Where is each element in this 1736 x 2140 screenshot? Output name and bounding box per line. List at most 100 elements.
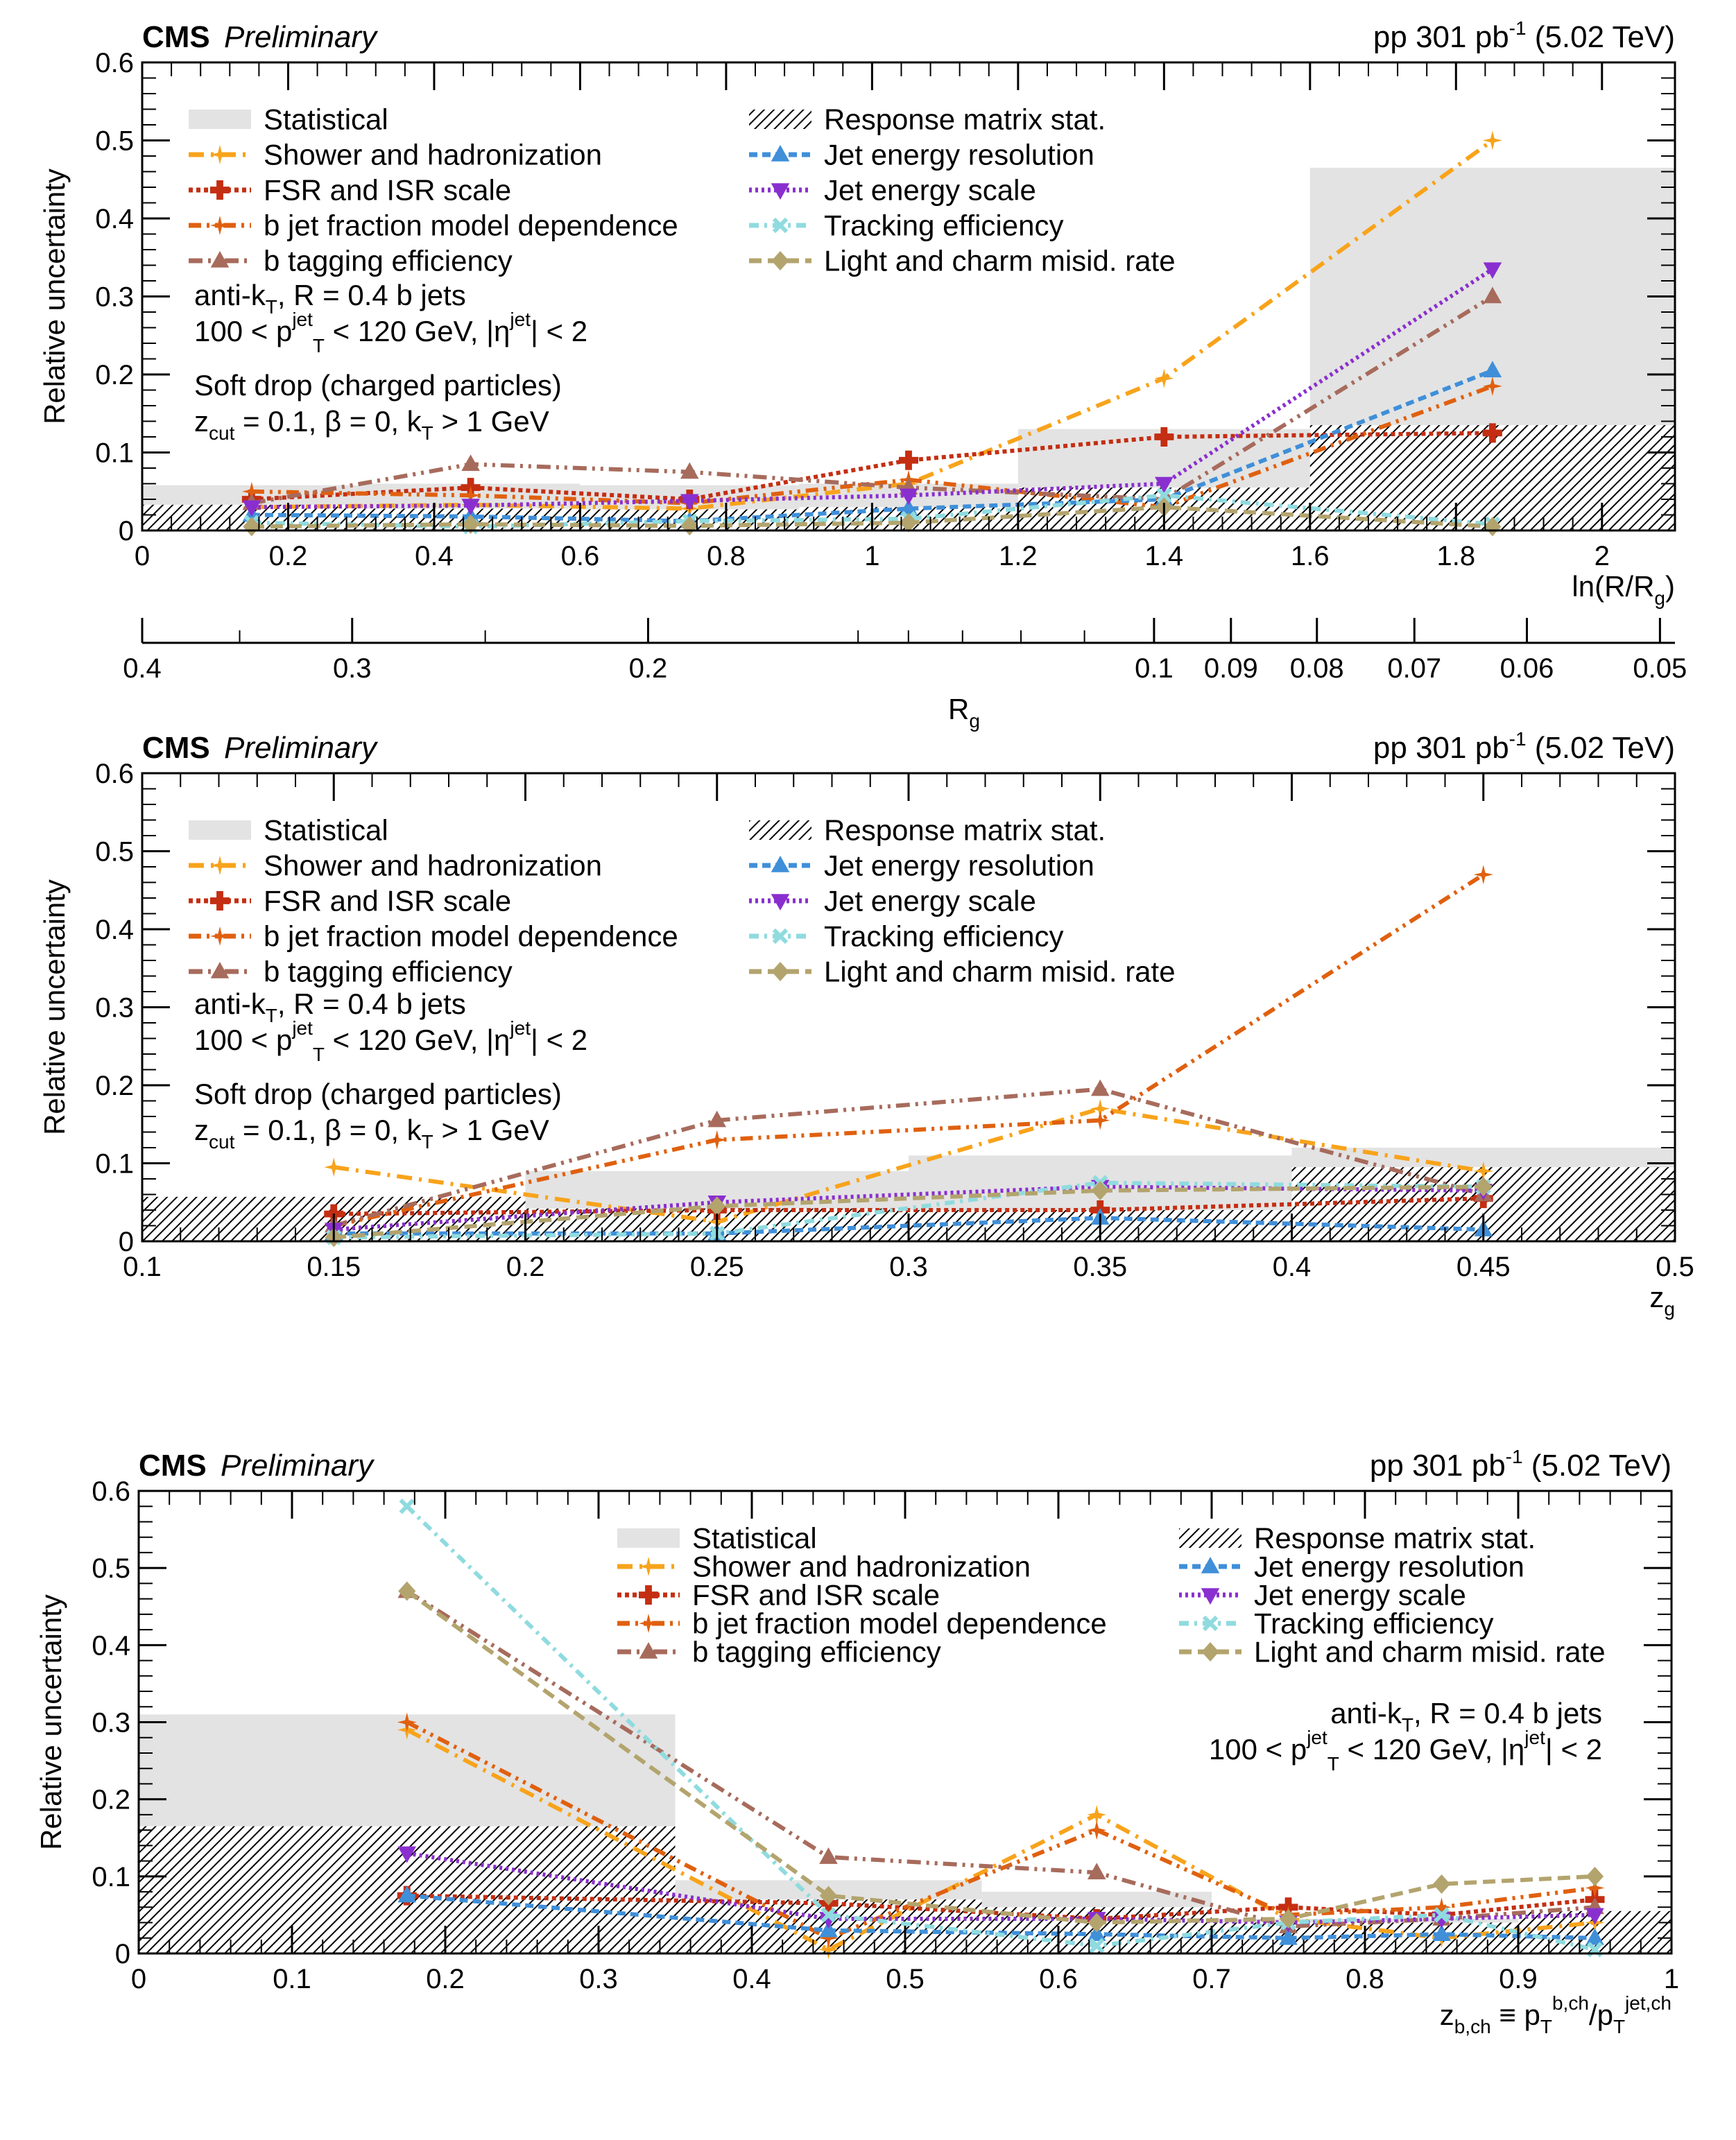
info-zcut-post: > 1 GeV [433, 1114, 549, 1146]
info-pt: 100 < p [194, 1024, 292, 1056]
info-zcut-sub: cut [209, 422, 235, 444]
legend-bfrac-label: b jet fraction model dependence [692, 1607, 1107, 1640]
series-bfrac-point [707, 1130, 727, 1150]
rg-tick-label: 0.07 [1387, 653, 1441, 684]
info-eta-sup: jet [1524, 1727, 1545, 1748]
info-jets: anti-k [1330, 1697, 1402, 1729]
legend-statistical-label: Statistical [264, 814, 388, 847]
series-shower-point [1090, 1098, 1110, 1119]
info-softdrop-params: zcut = 0.1, β = 0, kT > 1 GeV [194, 405, 549, 444]
lumi-sup: -1 [1509, 728, 1527, 750]
legend-jes-label: Jet energy scale [824, 885, 1036, 917]
rg-tick-label: 0.09 [1204, 653, 1258, 684]
series-bfrac-line [406, 1720, 1595, 1941]
legend-shower-label: Shower and hadronization [264, 849, 602, 882]
rg-tick-label: 0.2 [629, 653, 668, 684]
series-shower-point [324, 1157, 344, 1177]
x-tick-label: 0.6 [1039, 1964, 1078, 1994]
info-eta-sup: jet [509, 1017, 531, 1039]
info-zcut-mid: = 0.1, β = 0, k [234, 405, 422, 438]
legend-btag-marker [210, 962, 230, 978]
x-tick-label: 0.8 [707, 541, 746, 571]
preliminary-label: Preliminary [224, 20, 379, 54]
x-tick-label: 1 [864, 541, 879, 571]
legend-btag-marker [639, 1642, 658, 1659]
x-tick-label: 0.4 [1273, 1252, 1312, 1282]
legend-btag-label: b tagging efficiency [264, 956, 513, 988]
series-light-point [243, 517, 261, 537]
legend-statistical-swatch [189, 820, 251, 840]
y-axis-label: Relative uncertainty [35, 1594, 67, 1850]
series-jes-point [461, 499, 480, 515]
legend-tracking-label: Tracking efficiency [1254, 1607, 1493, 1640]
info-jet-definition: anti-kT, R = 0.4 b jets [194, 987, 466, 1026]
lumi-label: pp 301 pb-1 (5.02 TeV) [1373, 728, 1675, 765]
x-tick-label: 0.3 [889, 1252, 928, 1282]
x-tick-label: 0.7 [1192, 1964, 1231, 1994]
info-pt-sup: jet [291, 309, 313, 330]
y-tick-label: 0.3 [95, 993, 134, 1024]
cms-label: CMS [142, 20, 210, 54]
rg-axis-label: Rg [948, 693, 980, 732]
x-axis-label: ln(R/Rg) [1572, 570, 1675, 609]
info-jets: anti-k [194, 987, 266, 1020]
series-shower-point [1087, 1804, 1107, 1824]
series-shower-line [406, 1727, 1595, 1952]
info-jets-sub: T [1402, 1714, 1413, 1736]
legend-response-label: Response matrix stat. [824, 814, 1106, 847]
info-jets-post: , R = 0.4 b jets [277, 987, 466, 1020]
info-kt-sub: T [422, 1131, 433, 1153]
legend-shower-label: Shower and hadronization [692, 1551, 1031, 1583]
x-tick-label: 0.2 [506, 1252, 545, 1282]
response-bin [1309, 425, 1675, 530]
legend-fsr-label: FSR and ISR scale [264, 885, 511, 917]
series-tracking-point [820, 1907, 836, 1923]
series-jes-point [1155, 476, 1174, 494]
series-jer-point [819, 1920, 838, 1938]
x-tick-label: 0.5 [886, 1964, 925, 1994]
series-bfrac-point [1585, 1878, 1605, 1898]
panel-1: CMS Preliminary pp 301 pb-1 (5.02 TeV) 0 0.1… [38, 17, 1687, 732]
y-tick-label: 0 [119, 1227, 134, 1257]
info-pt-post: | < 2 [531, 315, 587, 347]
rg-tick-label: 0.4 [123, 653, 162, 684]
legend-jes-marker [771, 894, 790, 911]
series-bfrac-point [1482, 376, 1502, 396]
series-jes-point [1585, 1908, 1604, 1925]
x-tick-label: 0.9 [1499, 1964, 1538, 1994]
x-label-sub: b,ch [1454, 2016, 1491, 2037]
info-pt-sup: jet [291, 1017, 313, 1039]
series-jes-point [242, 500, 261, 517]
legend-btag-marker [210, 251, 230, 268]
legend-fsr-marker [210, 180, 230, 200]
series-shower-point [1482, 130, 1502, 150]
legend-btag-label: b tagging efficiency [264, 245, 513, 277]
legend-fsr-marker [210, 891, 230, 911]
rg-tick-label: 0.06 [1500, 653, 1554, 684]
x-tick-label: 0.1 [273, 1964, 311, 1994]
legend-tracking-marker [772, 217, 789, 234]
y-tick-label: 0.5 [95, 126, 134, 157]
series-btag-point [819, 1847, 838, 1864]
series-light-point [900, 512, 918, 533]
legend-bfrac-marker [639, 1614, 658, 1633]
legend-statistical-label: Statistical [264, 103, 388, 136]
series-light-point [1088, 1913, 1106, 1933]
x-tick-label: 0.6 [561, 541, 600, 571]
info-jets-sub: T [266, 296, 277, 318]
legend-tracking-marker [772, 928, 789, 944]
series-light-line [406, 1589, 1595, 1925]
info-pt-post: | < 2 [1545, 1733, 1602, 1766]
legend-jer-label: Jet energy resolution [824, 139, 1094, 171]
series-shower-point [818, 1940, 839, 1960]
info-jet-definition: anti-kT, R = 0.4 b jets [1330, 1697, 1602, 1736]
legend-light-label: Light and charm misid. rate [824, 245, 1176, 277]
legend-light-label: Light and charm misid. rate [824, 956, 1176, 988]
rg-tick-label: 0.05 [1633, 653, 1687, 684]
y-tick-label: 0.2 [95, 360, 134, 390]
lumi-label: pp 301 pb-1 (5.02 TeV) [1373, 17, 1675, 54]
series-jes-point [397, 1846, 417, 1863]
x-label-sub3: T [1613, 2016, 1625, 2037]
series-light-line [251, 505, 1493, 529]
series-btag-line [333, 1087, 1484, 1228]
